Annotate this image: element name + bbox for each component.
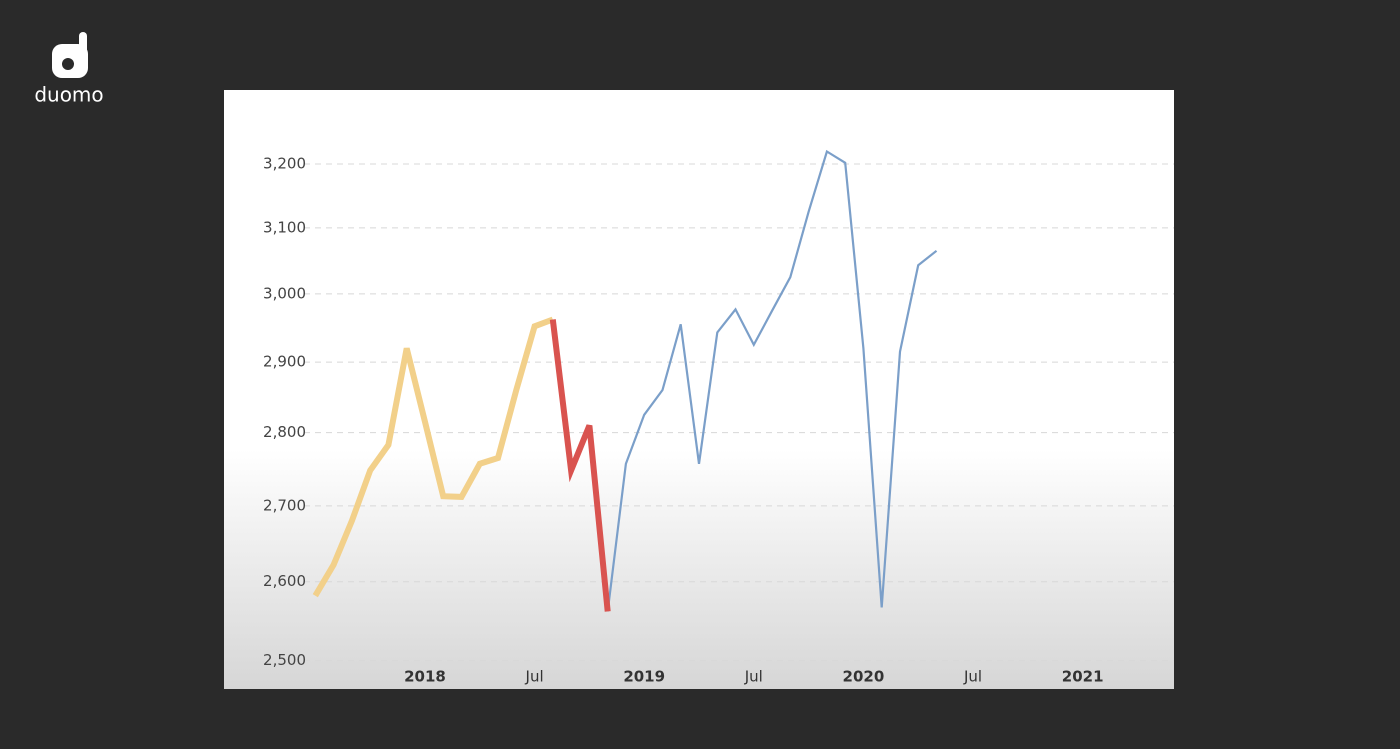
x-tick-label: Jul [744,668,763,686]
x-tick-label: 2020 [843,668,885,686]
x-tick-label: Jul [963,668,982,686]
y-tick-label: 2,800 [263,423,306,441]
y-tick-label: 2,900 [263,353,306,371]
logo: duomo [34,32,104,107]
x-tick-label: Jul [525,668,544,686]
x-tick-label: 2021 [1062,668,1104,686]
y-tick-label: 2,500 [263,651,306,669]
series-line [312,316,554,598]
y-tick-label: 3,200 [263,155,306,173]
chart-panel [224,90,1174,689]
series-line [606,149,938,612]
y-tick-label: 2,600 [263,572,306,590]
y-tick-label: 3,100 [263,218,306,236]
y-tick-label: 3,000 [263,284,306,302]
x-tick-label: 2018 [404,668,446,686]
y-tick-label: 2,700 [263,496,306,514]
logo-text: duomo [34,83,103,107]
logo-dot [62,58,74,70]
plot: 2,500 2,600 2,700 2,800 2,900 3,000 3,100 3,200… [263,149,1174,686]
logo-finger [79,32,87,56]
series-line [549,319,611,612]
x-tick-label: 2019 [623,668,665,686]
